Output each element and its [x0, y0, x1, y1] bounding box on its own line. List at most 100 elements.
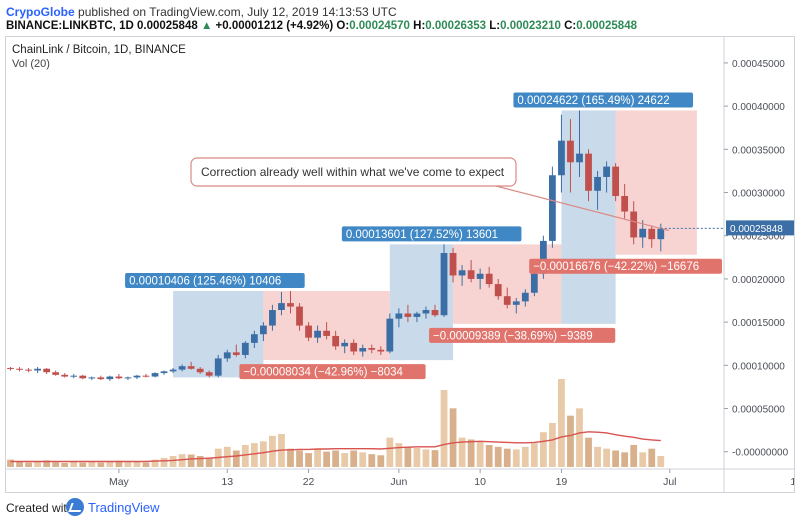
candle-body	[332, 335, 340, 347]
volume-bar	[395, 443, 403, 467]
o-value: 0.00024570	[349, 20, 410, 32]
zone-label-text: 0.00010406 (125.46%) 10406	[129, 276, 281, 288]
volume-bar	[296, 450, 303, 467]
volume-bar	[196, 456, 204, 467]
x-tick-label: 19	[556, 476, 568, 488]
candle-body	[368, 348, 376, 350]
volume-bar	[368, 454, 376, 467]
candle-body	[16, 368, 23, 370]
candle-body	[476, 273, 484, 279]
volume-bar	[88, 461, 96, 467]
chart-area[interactable]: 0.00010406 (125.46%) 10406 −0.00008034 (−…	[5, 36, 800, 493]
change-value: +0.00001212 (+4.92%)	[215, 20, 334, 32]
candle-body	[223, 352, 231, 359]
volume-bar	[648, 448, 656, 467]
candle-body	[269, 310, 276, 326]
zone-label-bg	[341, 226, 522, 242]
volume-bar	[341, 453, 349, 467]
candle-body	[34, 368, 41, 371]
created-with-text: Created with	[6, 501, 74, 515]
candle-body	[169, 369, 177, 372]
candle-body	[449, 253, 457, 276]
volume-bar	[142, 462, 150, 467]
volume-bar	[187, 454, 195, 467]
volume-bar	[43, 460, 51, 467]
annotation-pointer	[495, 185, 669, 232]
volume-bar	[359, 452, 367, 467]
candle-body	[603, 166, 610, 177]
volume-bar	[639, 452, 647, 467]
candle-body	[52, 372, 60, 375]
volume-bar	[630, 445, 638, 467]
candle-body	[160, 371, 168, 374]
volume-bar	[386, 437, 394, 467]
candle-body	[377, 349, 385, 352]
candle-body	[314, 330, 321, 338]
candle-body	[530, 273, 538, 293]
last-value: 0.00025848	[136, 20, 198, 32]
candle-body	[630, 211, 638, 238]
volume-bar	[314, 448, 321, 467]
x-tick-label: May	[109, 476, 130, 488]
volume-bar	[413, 447, 421, 467]
candle-body	[585, 153, 592, 191]
volume-bar	[160, 457, 168, 467]
candle-body	[648, 228, 656, 240]
volume-bar	[34, 461, 41, 467]
candle-body	[124, 377, 132, 379]
volume-bar	[350, 450, 358, 467]
y-tick-label: 0.00045000	[732, 59, 785, 70]
candle-body	[187, 366, 195, 369]
y-tick-label: -0.00000000	[732, 448, 789, 459]
volume-bar	[133, 461, 141, 467]
h-value: 0.00026353	[425, 20, 487, 32]
tradingview-brand[interactable]: TradingView	[88, 500, 160, 515]
y-tick-label: 0.00010000	[732, 361, 785, 372]
up-arrow-icon: ▲	[200, 20, 213, 32]
volume-bar	[467, 439, 475, 467]
zone-label-bg	[529, 258, 722, 274]
publisher-name[interactable]: CrypoGlobe	[6, 5, 75, 19]
l-value: 0.00023210	[500, 20, 561, 32]
h-label: H:	[413, 20, 426, 32]
candle-body	[521, 292, 529, 302]
volume-bar	[503, 448, 511, 467]
volume-bar	[621, 452, 629, 467]
volume-bar	[16, 461, 23, 467]
candle-body	[395, 313, 403, 319]
published-text: published on TradingView.com, July 12, 2…	[78, 5, 397, 19]
volume-bar	[205, 457, 213, 467]
o-label: O:	[336, 20, 350, 32]
candle-body	[458, 270, 466, 276]
volume-bar	[97, 462, 105, 467]
candle-body	[467, 270, 475, 279]
candle-body	[567, 140, 574, 163]
candle-body	[431, 310, 439, 316]
volume-bar	[70, 461, 78, 467]
candle-body	[639, 228, 647, 238]
candle-body	[494, 284, 502, 297]
candle-body	[350, 342, 358, 352]
candle-body	[214, 358, 222, 376]
volume-bar	[567, 415, 574, 467]
volume-bar	[431, 450, 439, 467]
candle-body	[196, 368, 204, 373]
candle-body	[657, 228, 665, 240]
volume-ma-line	[10, 431, 661, 463]
volume-bar	[458, 437, 466, 467]
x-tick-label: 22	[303, 476, 315, 488]
volume-bar	[576, 408, 583, 467]
price-chart-svg[interactable]: 0.00010406 (125.46%) 10406 −0.00008034 (−…	[6, 37, 800, 492]
volume-bar	[25, 462, 32, 467]
volume-bar	[657, 456, 665, 467]
candle-body	[106, 376, 114, 380]
range-zone-down	[615, 110, 697, 255]
volume-bar	[449, 408, 457, 467]
y-tick-label: 0.00035000	[732, 145, 785, 156]
candle-body	[594, 176, 601, 191]
tradingview-logo-icon[interactable]	[66, 498, 84, 516]
candle-body	[576, 153, 583, 163]
volume-bar	[539, 432, 547, 467]
volume-bar	[603, 448, 610, 467]
candle-body	[250, 334, 258, 343]
